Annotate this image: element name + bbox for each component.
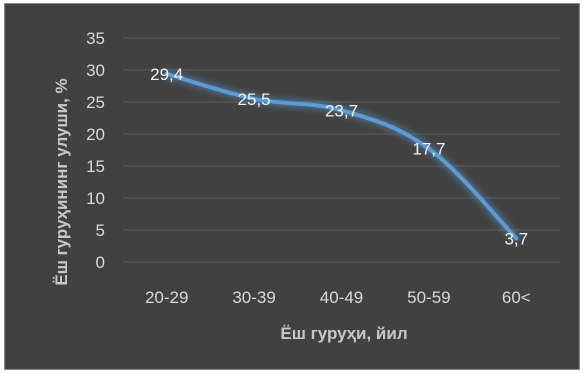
y-tick-label: 30 [86, 61, 105, 80]
series-line [164, 71, 519, 241]
y-tick-label: 15 [86, 157, 105, 176]
gridlines [123, 37, 560, 263]
y-tick-label: 35 [86, 29, 105, 48]
y-tick-label: 5 [96, 221, 105, 240]
series [164, 71, 519, 241]
data-point [514, 236, 519, 241]
y-axis-ticks: 0 5 10 15 20 25 30 35 [86, 29, 105, 272]
data-labels: 29,4 25,5 23,7 17,7 3,7 [150, 65, 528, 248]
y-tick-label: 20 [86, 125, 105, 144]
line-chart: 0 5 10 15 20 25 30 35 20-29 30-39 40-49 50-59 60< 2… [52, 29, 560, 343]
x-tick-label: 20-29 [145, 288, 188, 307]
x-tick-label: 60< [502, 288, 531, 307]
y-tick-label: 25 [86, 93, 105, 112]
x-tick-label: 50-59 [407, 288, 450, 307]
data-label: 25,5 [238, 90, 271, 109]
y-axis-title: Ёш гуруҳининг улуши, % [52, 78, 71, 285]
data-point [426, 146, 431, 151]
y-tick-label: 10 [86, 189, 105, 208]
data-point [339, 108, 344, 113]
x-tick-label: 30-39 [232, 288, 275, 307]
chart-area: 0 5 10 15 20 25 30 35 20-29 30-39 40-49 50-59 60< 2… [4, 3, 580, 370]
x-tick-label: 40-49 [320, 288, 363, 307]
data-label: 17,7 [412, 140, 445, 159]
data-point [164, 71, 169, 76]
data-label: 3,7 [504, 229, 528, 248]
y-tick-label: 0 [96, 253, 105, 272]
data-label: 29,4 [150, 65, 183, 84]
x-axis-title: Ёш гуруҳи, йил [280, 324, 407, 343]
x-axis-ticks: 20-29 30-39 40-49 50-59 60< [145, 288, 531, 307]
data-label: 23,7 [325, 101, 358, 120]
data-point [252, 96, 257, 101]
